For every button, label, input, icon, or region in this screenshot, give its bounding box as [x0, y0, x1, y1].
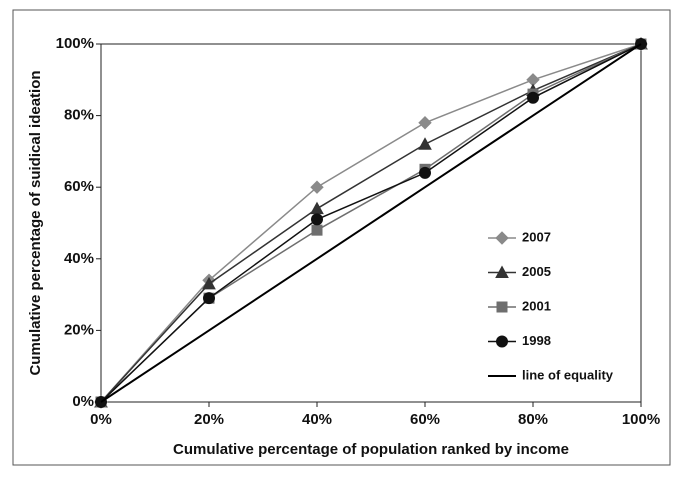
legend-label: 2007 [522, 229, 551, 244]
plot-area [100, 43, 642, 403]
x-tick-label: 40% [302, 411, 332, 428]
series-line [100, 43, 642, 403]
marker [311, 224, 323, 236]
legend-marker [496, 301, 508, 313]
series-line [100, 43, 642, 403]
legend-label: line of equality [522, 367, 614, 382]
marker [418, 137, 432, 150]
x-tick-label: 100% [622, 411, 660, 428]
marker [203, 292, 215, 305]
y-tick-label: 80% [64, 107, 94, 124]
frame [12, 9, 671, 466]
marker [419, 166, 431, 179]
marker [418, 116, 432, 130]
y-tick-label: 40% [64, 250, 94, 267]
legend-marker [495, 231, 509, 245]
x-tick-label: 80% [518, 411, 548, 428]
legend-label: 1998 [522, 333, 551, 348]
legend-marker [495, 265, 509, 278]
x-tick-label: 60% [410, 411, 440, 428]
legend-marker [496, 335, 508, 348]
marker [202, 276, 216, 290]
legend-label: 2001 [522, 298, 551, 313]
x-tick-label: 20% [194, 411, 224, 428]
y-tick-label: 60% [64, 178, 94, 195]
legend-label: 2005 [522, 264, 551, 279]
x-axis-label: Cumulative percentage of population rank… [173, 441, 569, 458]
y-axis-label: Cumulative percentage of suidical ideati… [27, 70, 44, 375]
series-line [100, 43, 642, 403]
series-line [100, 43, 642, 403]
marker [310, 180, 324, 194]
marker [527, 91, 539, 104]
y-tick-label: 0% [72, 393, 94, 410]
y-tick-label: 20% [64, 321, 94, 338]
y-tick-label: 100% [56, 35, 94, 52]
marker [311, 213, 323, 226]
x-tick-label: 0% [90, 411, 112, 428]
